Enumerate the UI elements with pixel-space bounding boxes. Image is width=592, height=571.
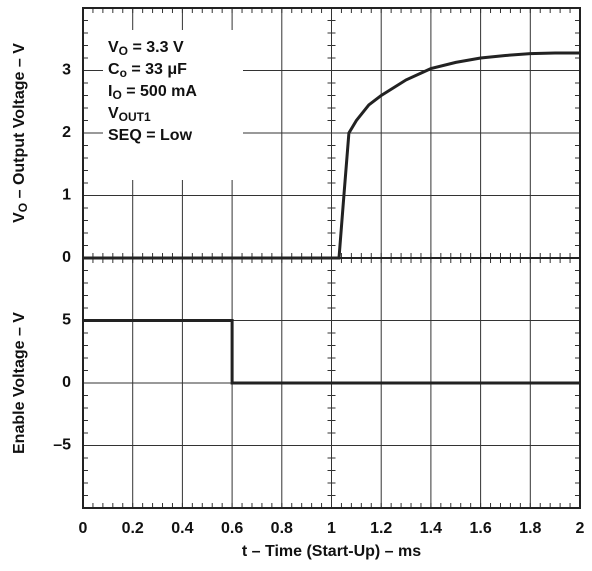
annotation-part: = 500 mA [122, 83, 198, 100]
y-axis-label: Enable Voltage – V [11, 312, 28, 454]
data-line [83, 51, 580, 260]
annotation: Co = 33 μF [108, 61, 187, 80]
annotation-sub: O [112, 88, 121, 102]
annotation-part: SEQ = Low [108, 127, 193, 144]
x-tick-label: 1.8 [519, 520, 541, 537]
x-tick-label: 1 [327, 520, 336, 537]
y-tick-label: 0 [62, 249, 71, 266]
annotation: SEQ = Low [108, 127, 193, 144]
annotation-part: I [108, 83, 112, 100]
x-tick-label: 0.8 [271, 520, 293, 537]
annotation-sub: OUT1 [119, 110, 151, 124]
y-axis-label: VO – Output Voltage – V [11, 43, 30, 223]
y-tick-label: 3 [62, 62, 71, 79]
annotation-part: C [108, 61, 120, 78]
annotation-part: = 3.3 V [128, 39, 184, 56]
annotation-sub: O [119, 44, 128, 58]
y-tick-label: –5 [53, 437, 71, 454]
x-tick-label: 1.2 [370, 520, 392, 537]
y-axis-label-part: Enable Voltage – V [11, 312, 28, 454]
x-tick-label: 0.2 [122, 520, 144, 537]
annotation: VO = 3.3 V [108, 39, 184, 58]
x-tick-label: 1.6 [469, 520, 491, 537]
x-tick-label: 0.6 [221, 520, 243, 537]
x-tick-label: 0.4 [171, 520, 193, 537]
annotation: IO = 500 mA [108, 83, 197, 102]
annotation-box [103, 30, 243, 180]
x-tick-label: 1.4 [420, 520, 442, 537]
y-tick-label: 1 [62, 187, 71, 204]
y-tick-label: 2 [62, 124, 71, 141]
annotation-part: = 33 μF [127, 61, 187, 78]
y-axis-label-part: V [11, 212, 28, 223]
y-axis-label-part: – Output Voltage – V [11, 43, 28, 203]
y-tick-label: 5 [62, 312, 71, 329]
annotation: VOUT1 [108, 105, 151, 124]
annotation-part: V [108, 105, 119, 122]
data-line [83, 319, 580, 385]
annotation-part: V [108, 39, 119, 56]
x-axis-label: t – Time (Start-Up) – ms [242, 543, 421, 560]
y-axis-label-sub: O [16, 203, 30, 212]
y-tick-label: 0 [62, 374, 71, 391]
x-tick-label: 0 [79, 520, 88, 537]
x-tick-label: 2 [576, 520, 585, 537]
annotation-sub: o [120, 66, 127, 80]
